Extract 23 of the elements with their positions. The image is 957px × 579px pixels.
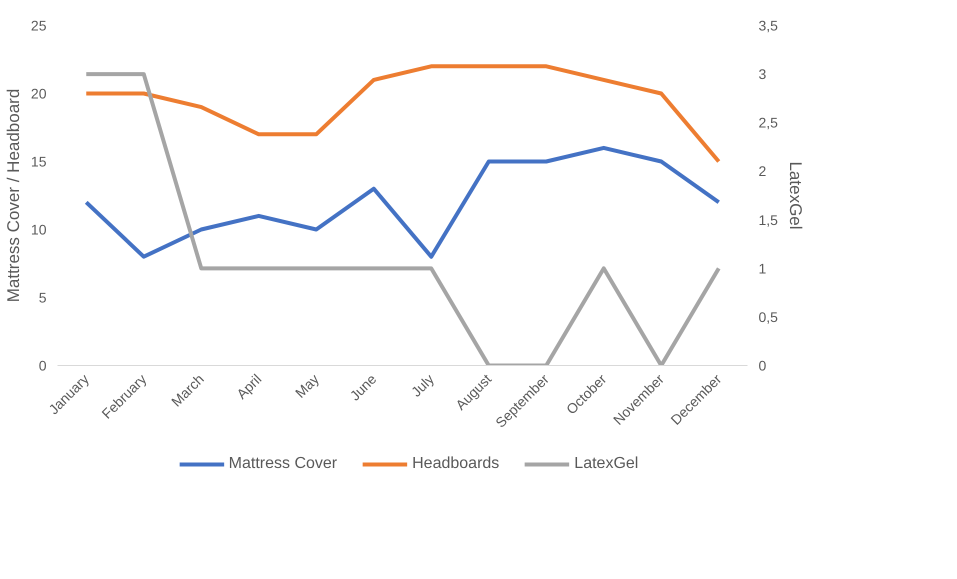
x-tick-label: July xyxy=(408,370,437,400)
y2-tick-label: 0 xyxy=(758,358,766,374)
y-tick-label: 10 xyxy=(30,222,47,238)
y2-tick-label: 0,5 xyxy=(758,308,778,325)
legend-label: Mattress Cover xyxy=(228,455,338,473)
y2-tick-label: 2,5 xyxy=(758,114,778,131)
y-tick-label: 0 xyxy=(38,358,47,374)
y2-axis-title: LatexGel xyxy=(786,161,805,230)
y-tick-label: 20 xyxy=(30,86,47,102)
x-tick-label: May xyxy=(292,370,322,401)
y-tick-label: 5 xyxy=(38,290,47,306)
legend-label: LatexGel xyxy=(574,455,638,473)
y2-tick-label: 2 xyxy=(758,163,766,180)
line-series xyxy=(84,146,721,259)
y2-tick-label: 3 xyxy=(758,66,766,82)
legend-label: Headboards xyxy=(412,455,500,473)
y-tick-label: 15 xyxy=(30,154,47,170)
y-axis-title: Mattress Cover / Headboard xyxy=(4,88,23,302)
y-tick-label: 25 xyxy=(30,18,47,34)
y2-tick-label: 1,5 xyxy=(758,212,778,228)
line-series xyxy=(84,64,721,164)
y2-tick-label: 1 xyxy=(758,260,766,276)
y2-tick-label: 3,5 xyxy=(758,18,778,34)
